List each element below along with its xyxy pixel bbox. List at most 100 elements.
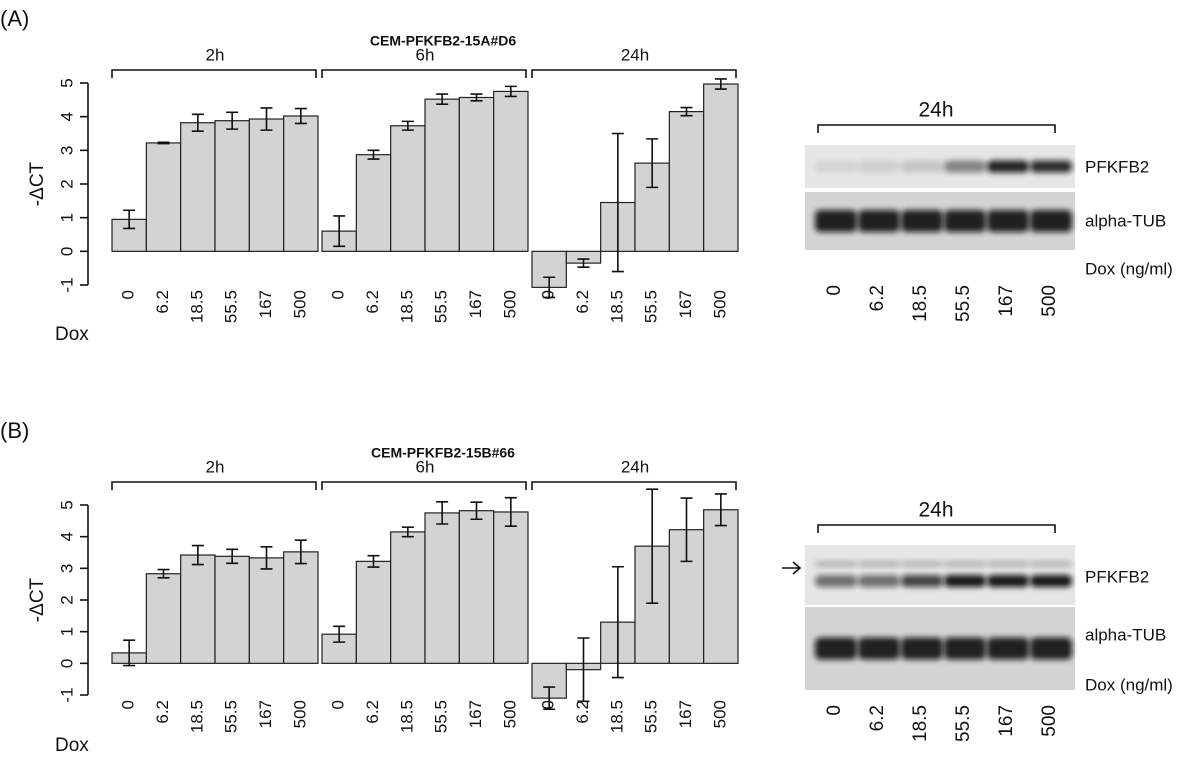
error-bar [191,113,204,132]
panel-label: (A) [0,6,29,31]
error-bar [333,215,346,248]
x-tick-label: 500 [500,700,519,728]
error-bar [191,544,204,566]
error-bar [226,548,239,565]
bar [145,142,182,252]
blot-unit: Dox (ng/ml) [1085,259,1173,278]
bar [703,83,739,252]
error-bar [260,107,273,131]
blot-lane-label: 0 [824,285,845,296]
error-bar [646,138,659,189]
error-bar [646,488,659,604]
blot-bracket [817,524,1056,533]
blot-band [815,561,857,567]
x-tick-label: 0 [329,290,348,299]
group-label: 2h [206,45,225,64]
error-bar [123,209,136,230]
x-tick-label: 55.5 [432,290,451,323]
blot-band [987,210,1029,232]
blot-unit: Dox (ng/ml) [1085,675,1173,694]
x-tick-label: 18.5 [397,290,416,323]
x-tick-label: 6.2 [573,290,592,314]
group-bracket [321,69,527,78]
y-tick-label: 2 [57,595,76,604]
error-bar [577,637,590,703]
x-tick-label: 167 [676,290,695,318]
y-tick-label: 0 [57,247,76,256]
blot-band [944,637,986,660]
error-bar [611,132,624,273]
bar [703,509,739,664]
x-tick-label: 18.5 [187,700,206,733]
blot-band [858,210,900,232]
blot-band [944,561,986,567]
bar [180,554,216,664]
x-tick-label: 6.2 [363,700,382,724]
bar [145,573,182,664]
blot-band [944,575,986,587]
error-bar [470,501,483,521]
bar [180,122,216,252]
error-bar [543,686,556,711]
blot-band [1030,575,1072,587]
blot-band [901,637,943,660]
x-tick-label: 500 [290,700,309,728]
x-tick-label: 0 [539,700,558,709]
blot-band [901,210,943,232]
x-tick-label: 55.5 [222,290,241,323]
error-bar [714,78,727,90]
bar [214,555,250,664]
error-bar [367,149,380,160]
bar [424,512,460,664]
blot-lane-label: 500 [1039,285,1060,317]
group-bracket [531,481,737,490]
group-label: 6h [416,457,435,476]
x-tick-label: 167 [466,700,485,728]
x-tick-label: 55.5 [642,700,661,733]
blot-band [901,575,943,587]
blot-band [987,160,1029,173]
blot-bracket [817,124,1056,133]
error-bar [401,526,414,538]
blot-row-label: PFKFB2 [1085,157,1149,176]
blot-band [944,160,986,173]
x-tick-label: 55.5 [432,700,451,733]
error-bar [680,497,693,563]
x-tick-label: 18.5 [397,700,416,733]
group-bracket [111,69,317,78]
blot-lane-label: 55.5 [953,285,974,322]
blot-row-label: alpha-TUB [1085,625,1166,644]
bar [248,118,285,252]
bar [355,154,392,252]
blot-band [858,160,900,173]
blot-lane-label: 55.5 [953,705,974,742]
x-tick-label: 18.5 [607,700,626,733]
error-bar [226,111,239,130]
blot-lane-label: 167 [996,705,1017,737]
y-tick-label: 4 [57,112,76,121]
x-tick-label: 500 [710,700,729,728]
group-label: 24h [621,45,649,64]
y-tick-label: -1 [57,687,76,702]
x-tick-label: 18.5 [187,290,206,323]
bar [214,120,250,252]
error-bar [680,106,693,117]
blot-band [1030,160,1072,173]
blot-lane-label: 18.5 [910,705,931,742]
error-bar [436,501,449,525]
chart-title: CEM-PFKFB2-15B#66 [371,445,515,461]
x-tick-label: 167 [256,290,275,318]
blot-lane-label: 6.2 [867,705,888,731]
blot-lane-label: 500 [1039,705,1060,737]
x-tick-label: 18.5 [607,290,626,323]
arrow [782,561,802,575]
error-bar [260,546,273,570]
blot-band [1030,210,1072,232]
x-tick-label: 500 [290,290,309,318]
error-bar [611,565,624,679]
error-bar [504,85,517,98]
y-tick-label: 3 [57,564,76,573]
bar [283,551,319,664]
blot-time: 24h [918,99,953,122]
